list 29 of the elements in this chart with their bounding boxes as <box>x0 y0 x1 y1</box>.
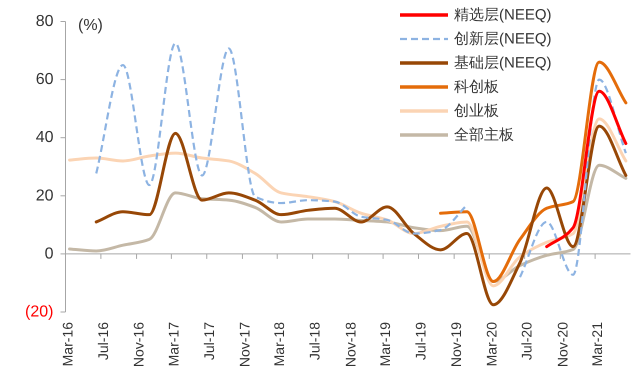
x-tick-label: Mar-19 <box>377 322 394 366</box>
y-tick-label: 40 <box>36 129 54 146</box>
y-tick-label: 0 <box>44 245 54 262</box>
x-tick-label: Nov-20 <box>554 322 570 368</box>
legend-label: 创业板 <box>454 102 499 120</box>
y-tick-label: 60 <box>36 71 54 88</box>
x-tick-label: Nov-16 <box>130 322 147 368</box>
legend-label: 全部主板 <box>454 126 514 144</box>
legend-label: 基础层(NEEQ) <box>454 54 552 72</box>
x-tick-label: Mar-18 <box>271 322 288 366</box>
x-tick-label: Nov-19 <box>448 322 464 368</box>
x-tick-label: Jul-17 <box>200 322 217 360</box>
x-tick-label: Mar-17 <box>165 322 182 366</box>
x-tick-label: Mar-16 <box>60 322 76 366</box>
y-tick-label: 20 <box>36 187 54 204</box>
y-axis-title: (%) <box>78 17 103 34</box>
y-tick-label: 80 <box>36 13 54 30</box>
x-tick-label: Jul-19 <box>412 322 428 360</box>
legend-label: 精选层(NEEQ) <box>454 6 552 24</box>
x-tick-label: Jul-18 <box>306 322 323 360</box>
x-tick-label: Jul-20 <box>518 322 535 360</box>
x-tick-label: Jul-16 <box>94 322 111 360</box>
x-tick-label: Mar-21 <box>589 322 606 366</box>
y-tick-label: (20) <box>25 304 54 320</box>
legend-label: 创新层(NEEQ) <box>454 30 552 48</box>
x-tick-label: Nov-17 <box>236 322 252 368</box>
legend-label: 科创板 <box>454 78 499 96</box>
x-tick-label: Mar-20 <box>483 322 500 366</box>
x-tick-label: Nov-18 <box>342 322 358 368</box>
